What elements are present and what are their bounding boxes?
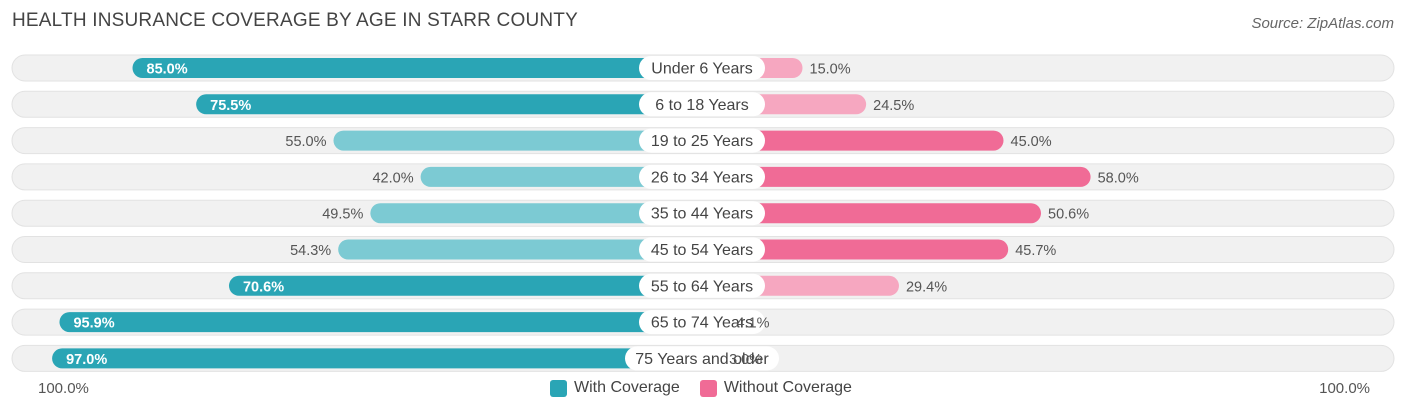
value-label-without-coverage-2: 45.0% — [1011, 134, 1052, 150]
category-pill-5 — [639, 237, 765, 262]
category-pill-4 — [639, 201, 765, 226]
value-label-without-coverage-5: 45.7% — [1015, 243, 1056, 259]
value-label-with-coverage-3: 42.0% — [372, 170, 413, 186]
category-pill-8 — [625, 346, 779, 371]
value-label-with-coverage-8: 97.0% — [66, 352, 107, 368]
category-pill-0 — [639, 56, 765, 80]
category-pill-3 — [639, 164, 765, 189]
chart-title: HEALTH INSURANCE COVERAGE BY AGE IN STAR… — [12, 10, 578, 31]
bar-with-coverage-5 — [338, 239, 702, 260]
value-label-with-coverage-0: 85.0% — [147, 62, 188, 78]
value-label-without-coverage-7: 4.1% — [736, 316, 769, 332]
legend: With Coverage Without Coverage — [550, 379, 864, 397]
category-label-1: 6 to 18 Years — [655, 97, 748, 114]
category-label-5: 45 to 54 Years — [651, 242, 753, 259]
legend-item-with-coverage: With Coverage — [550, 379, 680, 397]
value-label-without-coverage-4: 50.6% — [1048, 207, 1089, 223]
axis-label-right: 100.0% — [1319, 380, 1370, 397]
value-label-with-coverage-2: 55.0% — [285, 134, 326, 150]
bar-with-coverage-8 — [52, 348, 703, 369]
category-label-6: 55 to 64 Years — [651, 278, 753, 295]
bar-with-coverage-7 — [59, 312, 703, 333]
legend-swatch-without-coverage — [699, 379, 717, 397]
bar-with-coverage-6 — [228, 275, 703, 296]
legend-swatch-with-coverage — [550, 379, 567, 397]
category-label-8: 75 Years and older — [635, 351, 769, 368]
category-pill-7 — [639, 310, 765, 335]
value-label-with-coverage-1: 75.5% — [210, 98, 251, 114]
value-label-without-coverage-6: 29.4% — [906, 279, 947, 295]
category-pill-1 — [639, 92, 765, 117]
source-credit: Source: ZipAtlas.com — [1251, 15, 1394, 32]
bar-with-coverage-2 — [333, 130, 702, 151]
value-label-with-coverage-6: 70.6% — [243, 279, 284, 295]
category-label-2: 19 to 25 Years — [651, 133, 753, 150]
category-label-0: Under 6 Years — [651, 61, 752, 78]
value-label-without-coverage-3: 58.0% — [1098, 170, 1139, 186]
bar-without-coverage-5 — [702, 239, 1009, 260]
category-label-4: 35 to 44 Years — [651, 206, 753, 223]
bar-with-coverage-3 — [420, 166, 702, 187]
category-pill-6 — [639, 273, 765, 298]
value-label-with-coverage-7: 95.9% — [73, 316, 114, 332]
bar-with-coverage-4 — [370, 203, 702, 224]
category-label-3: 26 to 34 Years — [651, 169, 753, 186]
value-label-without-coverage-1: 24.5% — [873, 98, 914, 114]
category-label-7: 65 to 74 Years — [651, 315, 753, 332]
value-label-without-coverage-0: 15.0% — [810, 62, 851, 78]
bar-with-coverage-1 — [196, 94, 702, 115]
legend-item-without-coverage: Without Coverage — [699, 379, 852, 397]
bar-without-coverage-3 — [702, 166, 1091, 187]
legend-label-with-coverage: With Coverage — [574, 379, 680, 396]
axis-label-left: 100.0% — [38, 380, 89, 397]
bar-with-coverage-0 — [132, 58, 702, 78]
value-label-with-coverage-5: 54.3% — [290, 243, 331, 259]
bar-without-coverage-2 — [702, 130, 1004, 151]
value-label-without-coverage-8: 3.0% — [729, 352, 762, 368]
legend-label-without-coverage: Without Coverage — [723, 379, 852, 396]
bar-without-coverage-4 — [702, 203, 1042, 224]
value-label-with-coverage-4: 49.5% — [322, 207, 363, 223]
category-pill-2 — [639, 128, 765, 153]
